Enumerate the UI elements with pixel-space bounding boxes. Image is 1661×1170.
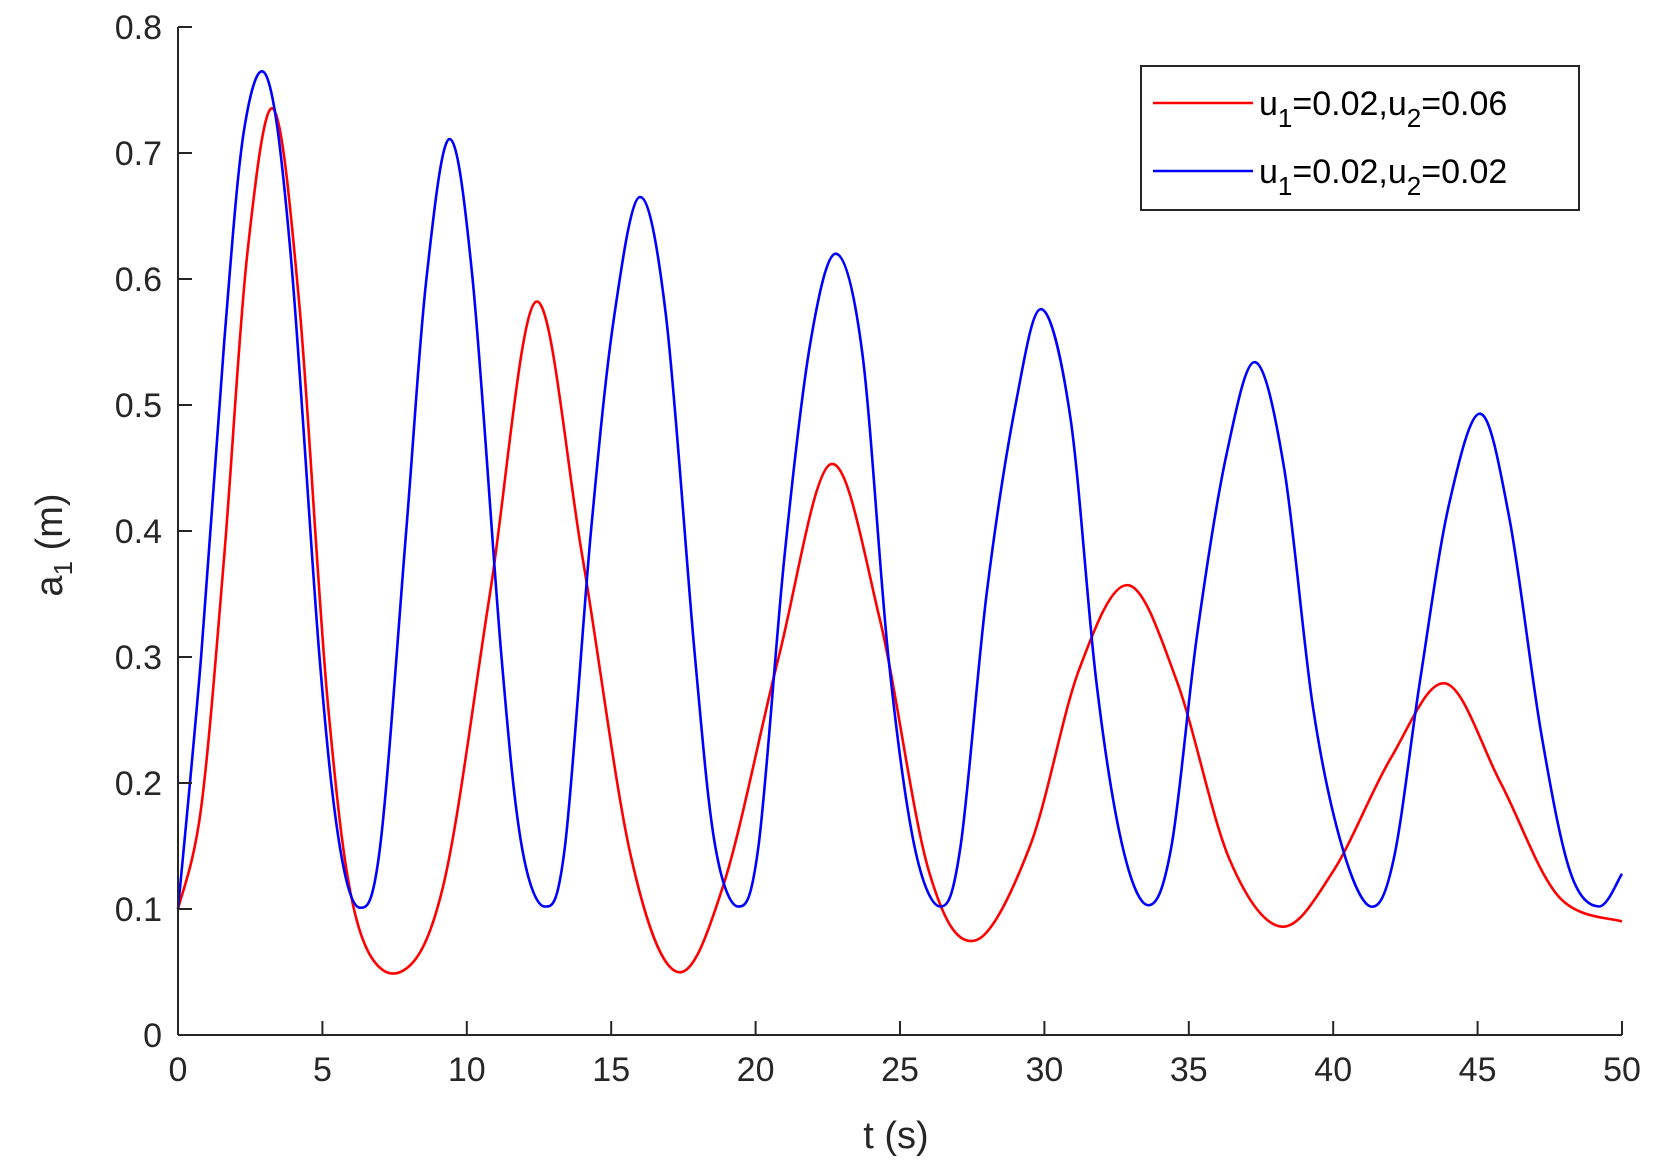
y-axis-label-base: a [29, 575, 71, 597]
y-tick-label: 0 [143, 1017, 162, 1055]
series-line-1 [176, 107, 1623, 975]
x-axis-label: t (s) [863, 1115, 928, 1157]
x-tick-label: 15 [592, 1051, 630, 1089]
y-axis-label-unit: (m) [29, 493, 71, 561]
y-axis-label-subscript: 1 [48, 561, 78, 575]
x-tick-label: 45 [1459, 1051, 1497, 1089]
x-tick-label: 35 [1170, 1051, 1208, 1089]
legend-entry-1: u1=0.02,u2=0.06 [1259, 85, 1507, 133]
x-tick-label: 50 [1603, 1051, 1641, 1089]
y-axis-ticks: 0 0.1 0.2 0.3 0.4 0.5 0.6 0.7 0.8 [115, 9, 192, 1055]
x-tick-label: 5 [313, 1051, 332, 1089]
plot-lines [176, 70, 1624, 975]
x-tick-label: 40 [1314, 1051, 1352, 1089]
x-axis-ticks: 0 5 10 15 20 25 30 35 40 45 50 [169, 1021, 1641, 1089]
y-tick-label: 0.6 [115, 261, 162, 299]
legend: u1=0.02,u2=0.06 u1=0.02,u2=0.02 [1140, 65, 1580, 211]
legend-entry-2: u1=0.02,u2=0.02 [1259, 153, 1507, 201]
x-tick-label: 30 [1025, 1051, 1063, 1089]
y-tick-label: 0.7 [115, 135, 162, 173]
x-tick-label: 10 [448, 1051, 486, 1089]
x-tick-label: 20 [737, 1051, 775, 1089]
y-tick-label: 0.5 [115, 387, 162, 425]
y-tick-label: 0.8 [115, 9, 162, 47]
y-tick-label: 0.1 [115, 891, 162, 929]
x-tick-label: 0 [169, 1051, 188, 1089]
y-axis-label: a1 (m) [29, 493, 78, 596]
y-tick-label: 0.4 [115, 513, 162, 551]
y-tick-label: 0.2 [115, 765, 162, 803]
series-line-2 [176, 70, 1624, 910]
legend-box [1140, 65, 1580, 211]
y-tick-label: 0.3 [115, 639, 162, 677]
x-tick-label: 25 [881, 1051, 919, 1089]
